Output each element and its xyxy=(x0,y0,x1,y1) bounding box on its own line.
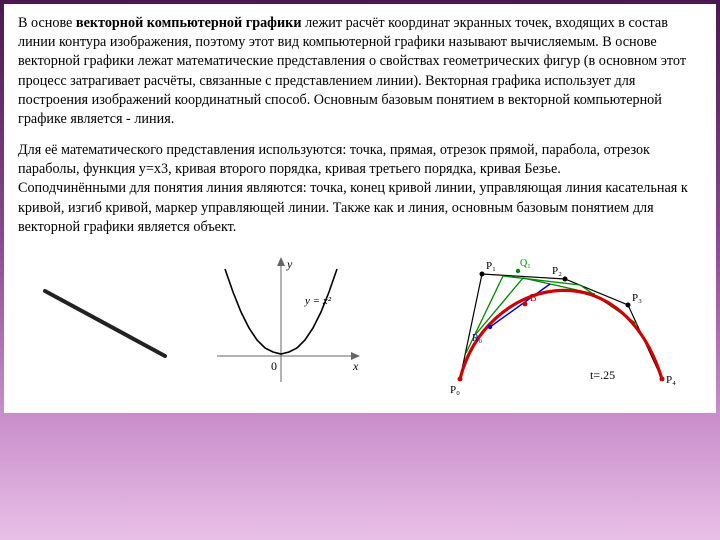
pt-p4 xyxy=(659,376,664,381)
figure-parabola: y x 0 y = x² xyxy=(205,254,365,394)
pt-b xyxy=(522,301,527,306)
p2-a: Для её математического представления исп… xyxy=(18,142,650,177)
p1-mid: лежит расчёт координат экранных точек, в… xyxy=(18,15,686,127)
pt-p2 xyxy=(562,276,567,281)
line-segment xyxy=(45,291,165,356)
label-fn: y = x² xyxy=(304,295,332,307)
p1-bold: векторной компьютерной графики xyxy=(76,15,302,31)
p1-prefix: В основе xyxy=(18,15,76,31)
label-y: y xyxy=(286,257,293,271)
lbl-q1: Q₁ xyxy=(520,258,531,269)
label-x: x xyxy=(352,359,359,373)
lbl-b: B xyxy=(530,293,537,304)
pt-r0 xyxy=(487,325,491,329)
lbl-p2: P₂ xyxy=(552,265,562,277)
arrow-y-icon xyxy=(277,257,285,266)
pt-p3 xyxy=(625,302,630,307)
label-o: 0 xyxy=(271,359,277,373)
pt-q1 xyxy=(515,269,519,273)
lbl-p0: P₀ xyxy=(450,384,460,396)
lbl-r0: R₀ xyxy=(472,333,483,344)
lbl-p4: P₄ xyxy=(666,374,676,386)
pt-p1 xyxy=(479,271,484,276)
green-lines-2 xyxy=(476,278,595,334)
lbl-p1: P₁ xyxy=(486,260,496,272)
figures-row: y x 0 y = x² P₀ P₁ xyxy=(18,249,702,399)
paragraph-1: В основе векторной компьютерной графики … xyxy=(18,14,702,129)
content-box: В основе векторной компьютерной графики … xyxy=(4,4,716,413)
paragraph-2: Для её математического представления исп… xyxy=(18,141,702,237)
lbl-p3: P₃ xyxy=(632,292,642,304)
lbl-t: t=.25 xyxy=(590,368,615,382)
p2-b: Соподчинёнными для понятия линия являютс… xyxy=(18,180,688,234)
blue-handle xyxy=(490,284,550,327)
figure-bezier: P₀ P₁ P₂ P₃ P₄ Q₁ R₀ B t=.25 xyxy=(390,249,690,399)
figure-line-segment xyxy=(30,271,180,376)
pt-p0 xyxy=(457,376,462,381)
